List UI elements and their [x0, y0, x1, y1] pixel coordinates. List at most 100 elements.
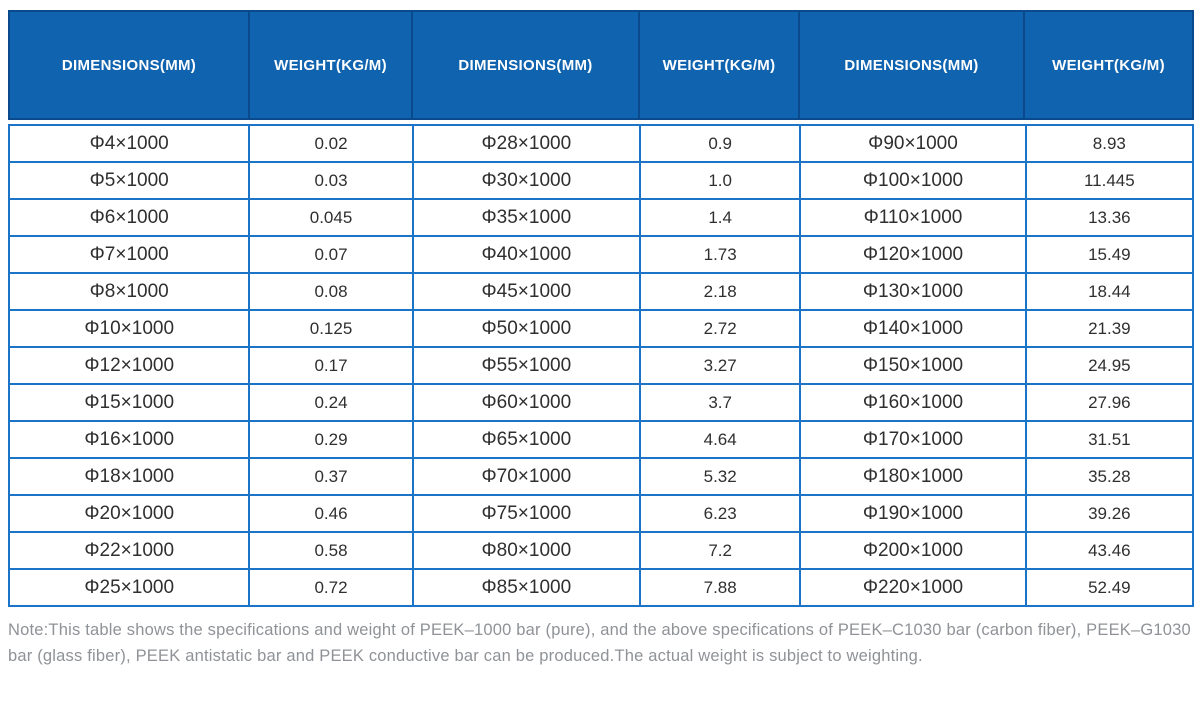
table-row: Φ12×1000 0.17 Φ55×1000 3.27 Φ150×1000 24.95: [7, 346, 1195, 385]
dimension-cell: Φ160×1000: [799, 383, 1027, 422]
weight-cell: 0.125: [248, 309, 414, 348]
dimension-cell: Φ50×1000: [411, 309, 642, 348]
weight-cell: 0.045: [248, 198, 414, 237]
dimension-cell: Φ12×1000: [7, 346, 251, 385]
table-row: Φ22×1000 0.58 Φ80×1000 7.2 Φ200×1000 43.46: [7, 531, 1195, 570]
spec-table-body: Φ4×1000 0.02 Φ28×1000 0.9 Φ90×1000 8.93 Φ5×100…: [7, 124, 1195, 607]
dimension-cell: Φ70×1000: [411, 457, 642, 496]
weight-cell: 21.39: [1024, 309, 1195, 348]
table-header-row: DIMENSIONS(MM) WEIGHT(KG/M) DIMENSIONS(M…: [8, 10, 1194, 120]
dimension-cell: Φ7×1000: [7, 235, 251, 274]
weight-cell: 0.46: [248, 494, 414, 533]
table-row: Φ15×1000 0.24 Φ60×1000 3.7 Φ160×1000 27.96: [7, 383, 1195, 422]
weight-cell: 0.08: [248, 272, 414, 311]
header-dimensions-1: DIMENSIONS(MM): [10, 12, 250, 118]
header-weight-3: WEIGHT(KG/M): [1052, 56, 1165, 74]
dimension-cell: Φ200×1000: [799, 531, 1027, 570]
dimension-cell: Φ22×1000: [7, 531, 251, 570]
weight-cell: 0.07: [248, 235, 414, 274]
weight-cell: 0.37: [248, 457, 414, 496]
weight-cell: 6.23: [639, 494, 802, 533]
dimension-cell: Φ16×1000: [7, 420, 251, 459]
weight-cell: 3.27: [639, 346, 802, 385]
footnote: Note:This table shows the specifications…: [8, 621, 1191, 665]
dimension-cell: Φ15×1000: [7, 383, 251, 422]
table-row: Φ8×1000 0.08 Φ45×1000 2.18 Φ130×1000 18.44: [7, 272, 1195, 311]
weight-cell: 52.49: [1024, 568, 1195, 607]
table-row: Φ10×1000 0.125 Φ50×1000 2.72 Φ140×1000 21.39: [7, 309, 1195, 348]
dimension-cell: Φ80×1000: [411, 531, 642, 570]
dimension-cell: Φ90×1000: [799, 124, 1027, 163]
weight-cell: 0.24: [248, 383, 414, 422]
dimension-cell: Φ65×1000: [411, 420, 642, 459]
dimension-cell: Φ5×1000: [7, 161, 251, 200]
dimension-cell: Φ100×1000: [799, 161, 1027, 200]
weight-cell: 5.32: [639, 457, 802, 496]
dimension-cell: Φ25×1000: [7, 568, 251, 607]
dimension-cell: Φ150×1000: [799, 346, 1027, 385]
weight-cell: 31.51: [1024, 420, 1195, 459]
weight-cell: 0.72: [248, 568, 414, 607]
header-dimensions-3: DIMENSIONS(MM): [800, 12, 1025, 118]
dimension-cell: Φ180×1000: [799, 457, 1027, 496]
weight-cell: 39.26: [1024, 494, 1195, 533]
table-row: Φ18×1000 0.37 Φ70×1000 5.32 Φ180×1000 35.28: [7, 457, 1195, 496]
weight-cell: 0.58: [248, 531, 414, 570]
table-row: Φ6×1000 0.045 Φ35×1000 1.4 Φ110×1000 13.36: [7, 198, 1195, 237]
weight-cell: 4.64: [639, 420, 802, 459]
spec-sheet: DIMENSIONS(MM) WEIGHT(KG/M) DIMENSIONS(M…: [7, 10, 1195, 669]
dimension-cell: Φ8×1000: [7, 272, 251, 311]
weight-cell: 0.17: [248, 346, 414, 385]
weight-cell: 0.9: [639, 124, 802, 163]
dimension-cell: Φ55×1000: [411, 346, 642, 385]
dimension-cell: Φ20×1000: [7, 494, 251, 533]
header-dimensions-2: DIMENSIONS(MM): [413, 12, 640, 118]
weight-cell: 1.0: [639, 161, 802, 200]
weight-cell: 7.88: [639, 568, 802, 607]
dimension-cell: Φ30×1000: [411, 161, 642, 200]
dimension-cell: Φ4×1000: [7, 124, 251, 163]
dimension-cell: Φ220×1000: [799, 568, 1027, 607]
weight-cell: 0.29: [248, 420, 414, 459]
dimension-cell: Φ60×1000: [411, 383, 642, 422]
weight-cell: 2.72: [639, 309, 802, 348]
dimension-cell: Φ75×1000: [411, 494, 642, 533]
dimension-cell: Φ40×1000: [411, 235, 642, 274]
weight-cell: 24.95: [1024, 346, 1195, 385]
weight-cell: 0.03: [248, 161, 414, 200]
dimension-cell: Φ6×1000: [7, 198, 251, 237]
weight-cell: 2.18: [639, 272, 802, 311]
dimension-cell: Φ35×1000: [411, 198, 642, 237]
dimension-cell: Φ190×1000: [799, 494, 1027, 533]
weight-cell: 35.28: [1024, 457, 1195, 496]
weight-cell: 27.96: [1024, 383, 1195, 422]
weight-cell: 18.44: [1024, 272, 1195, 311]
table-row: Φ25×1000 0.72 Φ85×1000 7.88 Φ220×1000 52.49: [7, 568, 1195, 607]
dimension-cell: Φ85×1000: [411, 568, 642, 607]
weight-cell: 1.73: [639, 235, 802, 274]
dimension-cell: Φ140×1000: [799, 309, 1027, 348]
header-weight-2: WEIGHT(KG/M): [640, 12, 800, 118]
header-weight-1: WEIGHT(KG/M): [250, 12, 413, 118]
dimension-cell: Φ130×1000: [799, 272, 1027, 311]
table-row: Φ7×1000 0.07 Φ40×1000 1.73 Φ120×1000 15.49: [7, 235, 1195, 274]
weight-cell: 13.36: [1024, 198, 1195, 237]
weight-cell: 15.49: [1024, 235, 1195, 274]
weight-cell: 1.4: [639, 198, 802, 237]
table-row: Φ20×1000 0.46 Φ75×1000 6.23 Φ190×1000 39.26: [7, 494, 1195, 533]
dimension-cell: Φ28×1000: [411, 124, 642, 163]
dimension-cell: Φ110×1000: [799, 198, 1027, 237]
table-row: Φ16×1000 0.29 Φ65×1000 4.64 Φ170×1000 31.51: [7, 420, 1195, 459]
dimension-cell: Φ18×1000: [7, 457, 251, 496]
weight-cell: 0.02: [248, 124, 414, 163]
dimension-cell: Φ10×1000: [7, 309, 251, 348]
dimension-cell: Φ120×1000: [799, 235, 1027, 274]
weight-cell: 3.7: [639, 383, 802, 422]
weight-cell: 11.445: [1024, 161, 1195, 200]
dimension-cell: Φ45×1000: [411, 272, 642, 311]
table-row: Φ5×1000 0.03 Φ30×1000 1.0 Φ100×1000 11.445: [7, 161, 1195, 200]
weight-cell: 8.93: [1024, 124, 1195, 163]
table-row: Φ4×1000 0.02 Φ28×1000 0.9 Φ90×1000 8.93: [7, 124, 1195, 163]
dimension-cell: Φ170×1000: [799, 420, 1027, 459]
table-body: Φ4×1000 0.02 Φ28×1000 0.9 Φ90×1000 8.93 Φ5×100…: [7, 124, 1195, 607]
